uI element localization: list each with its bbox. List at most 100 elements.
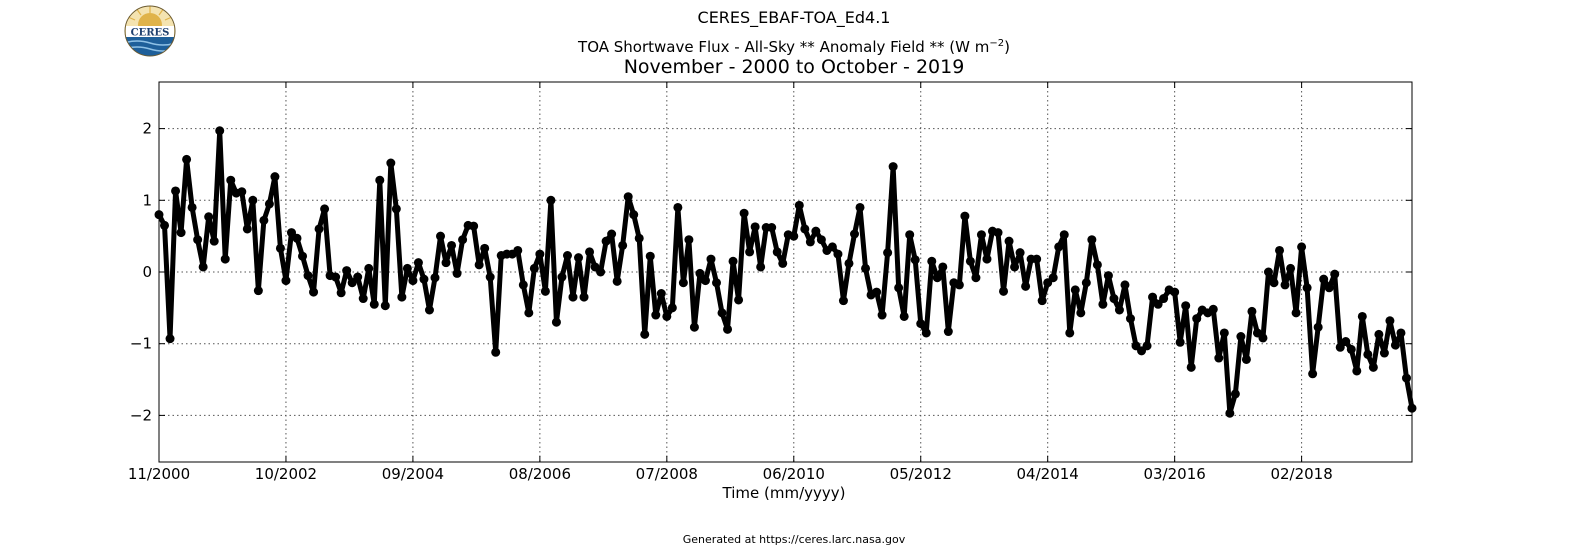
data-point [187, 202, 197, 212]
data-point [1010, 262, 1020, 272]
data-point [1363, 349, 1373, 359]
data-point [336, 288, 346, 298]
data-point [298, 251, 308, 261]
data-point [1396, 328, 1406, 338]
data-point [413, 258, 423, 268]
chart-period-title: November - 2000 to October - 2019 [623, 56, 965, 78]
data-point [1219, 328, 1229, 338]
data-point [1330, 269, 1340, 279]
data-point [309, 287, 319, 297]
data-point [1341, 337, 1351, 347]
x-tick-label: 02/2018 [1270, 465, 1332, 483]
data-point [723, 324, 733, 334]
data-point [778, 258, 788, 268]
data-point [452, 268, 462, 278]
data-point [1015, 248, 1025, 258]
data-point [739, 208, 749, 218]
data-point [1346, 344, 1356, 354]
data-point [960, 211, 970, 221]
data-point [861, 263, 871, 273]
data-point [160, 220, 170, 230]
data-point [491, 347, 501, 357]
data-point [894, 283, 904, 293]
x-tick-label: 06/2010 [763, 465, 825, 483]
data-point [568, 292, 578, 302]
data-point [1186, 362, 1196, 372]
data-point [982, 254, 992, 264]
data-point [1192, 314, 1202, 324]
data-point [772, 247, 782, 257]
data-point [1352, 366, 1362, 376]
data-point [607, 229, 617, 239]
data-point [651, 310, 661, 320]
data-point [844, 258, 854, 268]
data-point [402, 263, 412, 273]
data-point [347, 278, 357, 288]
data-point [789, 231, 799, 241]
data-point [916, 319, 926, 329]
chart-subtitle: TOA Shortwave Flux - All-Sky ** Anomaly … [0, 38, 1588, 56]
data-point [1247, 306, 1257, 316]
data-point [629, 210, 639, 220]
data-point [872, 287, 882, 297]
data-point [943, 327, 953, 337]
data-point [518, 280, 528, 290]
data-point [1230, 389, 1240, 399]
data-point [1170, 287, 1180, 297]
data-point [1291, 308, 1301, 318]
data-point [1103, 271, 1113, 281]
data-point [656, 289, 666, 299]
data-point [1054, 242, 1064, 252]
x-axis-label: Time (mm/yyyy) [722, 484, 846, 502]
data-point [447, 240, 457, 250]
data-point [850, 229, 859, 239]
data-point [662, 311, 672, 321]
data-point [1076, 308, 1086, 318]
data-point [921, 328, 931, 338]
data-point [1258, 333, 1268, 343]
data-point [364, 263, 374, 273]
x-tick-label: 08/2006 [509, 465, 571, 483]
data-point [551, 317, 561, 327]
data-point [562, 251, 572, 261]
data-point [441, 258, 451, 268]
data-point [436, 231, 446, 241]
subtitle-unit-exponent: −2 [989, 38, 1005, 49]
data-point [331, 272, 341, 282]
data-point [1021, 281, 1031, 291]
data-point [391, 204, 401, 214]
subtitle-close: ) [1004, 38, 1010, 56]
data-point [546, 195, 556, 205]
data-point [1385, 316, 1395, 326]
data-point [1308, 369, 1318, 379]
data-point [706, 254, 716, 264]
data-point [667, 303, 677, 313]
data-point [838, 296, 848, 306]
data-point [524, 308, 534, 318]
x-tick-label: 03/2016 [1143, 465, 1205, 483]
data-point [408, 276, 418, 286]
data-point [1280, 280, 1290, 290]
data-point [734, 295, 744, 305]
data-point [342, 266, 352, 276]
data-point [971, 273, 981, 283]
data-point [1390, 340, 1400, 350]
data-point [601, 236, 611, 246]
y-tick-label: 0 [142, 263, 152, 281]
data-point [375, 175, 385, 185]
data-point [469, 221, 479, 231]
data-point [1214, 353, 1224, 363]
data-point [198, 262, 208, 272]
y-tick-label: 2 [142, 120, 152, 138]
data-point [1263, 267, 1273, 277]
data-point [965, 256, 975, 266]
data-point [695, 268, 705, 278]
y-tick-label: 1 [142, 191, 152, 209]
data-point [1120, 280, 1130, 290]
data-point [618, 240, 628, 250]
data-point [645, 251, 655, 261]
data-point [204, 212, 214, 222]
data-point [397, 292, 407, 302]
data-point [640, 329, 650, 339]
data-point [574, 253, 584, 263]
